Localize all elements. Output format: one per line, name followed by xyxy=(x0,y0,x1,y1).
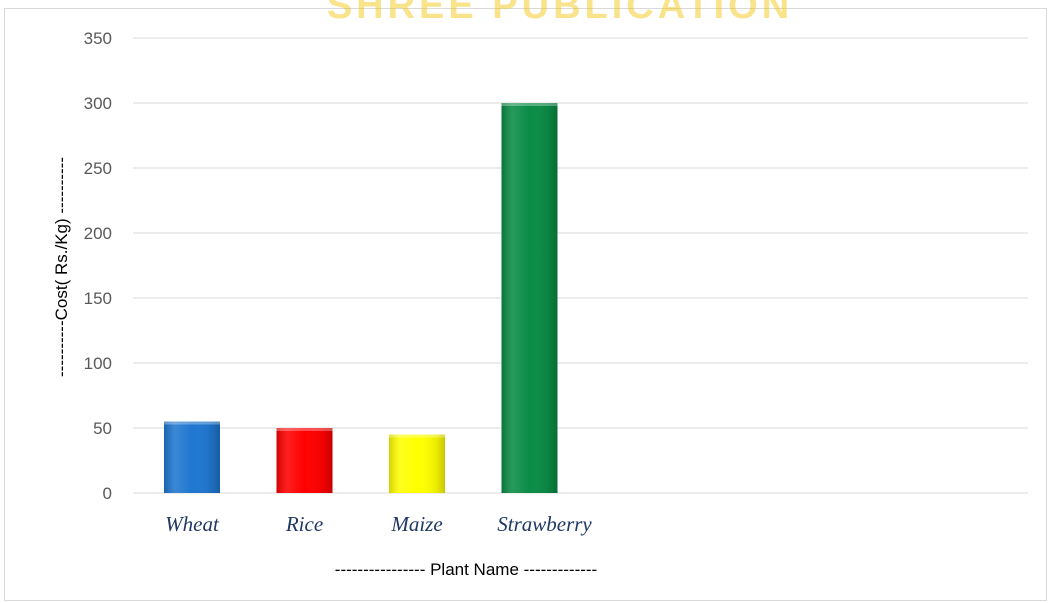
gridlines xyxy=(133,37,1028,494)
bar-shading xyxy=(501,103,558,493)
y-tick-label: 150 xyxy=(84,289,112,308)
bar-strawberry xyxy=(501,103,558,493)
bar-top-highlight xyxy=(501,103,558,106)
x-category-label: Strawberry xyxy=(497,512,592,536)
y-axis-title: ----------Cost( Rs./Kg) ---------- xyxy=(52,157,71,377)
x-axis-title: ---------------- Plant Name ------------… xyxy=(335,560,597,579)
x-category-label: Maize xyxy=(390,512,442,536)
y-tick-label: 50 xyxy=(93,419,112,438)
x-axis-category-labels: Wheat Rice Maize Strawberry xyxy=(165,512,592,536)
bar-shading xyxy=(276,428,333,493)
bar-wheat xyxy=(164,421,220,493)
y-tick-label: 0 xyxy=(103,484,112,503)
y-tick-label: 300 xyxy=(84,94,112,113)
bar-maize xyxy=(389,434,445,493)
bar-top-highlight xyxy=(389,434,445,438)
y-tick-label: 250 xyxy=(84,159,112,178)
x-category-label: Wheat xyxy=(165,512,220,536)
bar-top-highlight xyxy=(276,428,333,431)
bar-top-highlight xyxy=(164,421,220,425)
y-tick-label: 200 xyxy=(84,224,112,243)
bar-rice xyxy=(276,428,333,493)
bars xyxy=(164,103,558,493)
bar-shading xyxy=(164,421,220,493)
y-tick-label: 100 xyxy=(84,354,112,373)
bar-shading xyxy=(389,434,445,493)
x-category-label: Rice xyxy=(285,512,323,536)
y-axis-tick-labels: 0 50 100 150 200 250 300 350 xyxy=(84,29,112,503)
y-tick-label: 350 xyxy=(84,29,112,48)
